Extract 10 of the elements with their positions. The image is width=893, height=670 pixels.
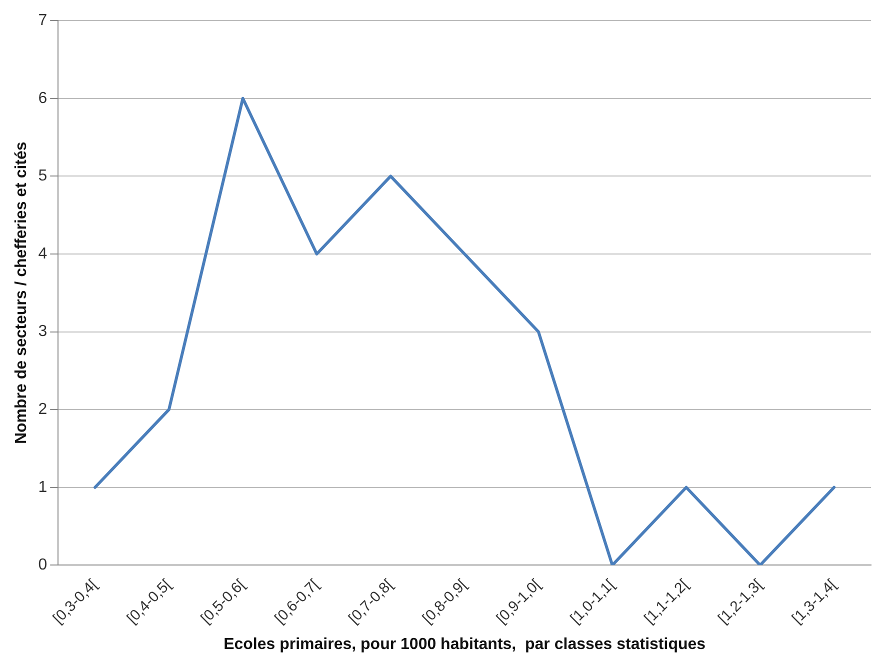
y-axis-title: Nombre de secteurs / chefferies et cités [13,142,30,444]
y-tick-label: 6 [38,90,48,107]
y-tick-label: 7 [38,12,48,30]
y-tick-label: 4 [38,245,48,262]
y-tick-label: 1 [38,478,48,496]
y-tick-label: 0 [38,556,48,574]
y-tick-label: 5 [38,168,48,185]
y-tick-label: 2 [38,400,48,418]
x-axis-title: Ecoles primaires, pour 1000 habitants, par classes statistiques [224,636,706,653]
y-tick-label: 3 [38,323,48,340]
